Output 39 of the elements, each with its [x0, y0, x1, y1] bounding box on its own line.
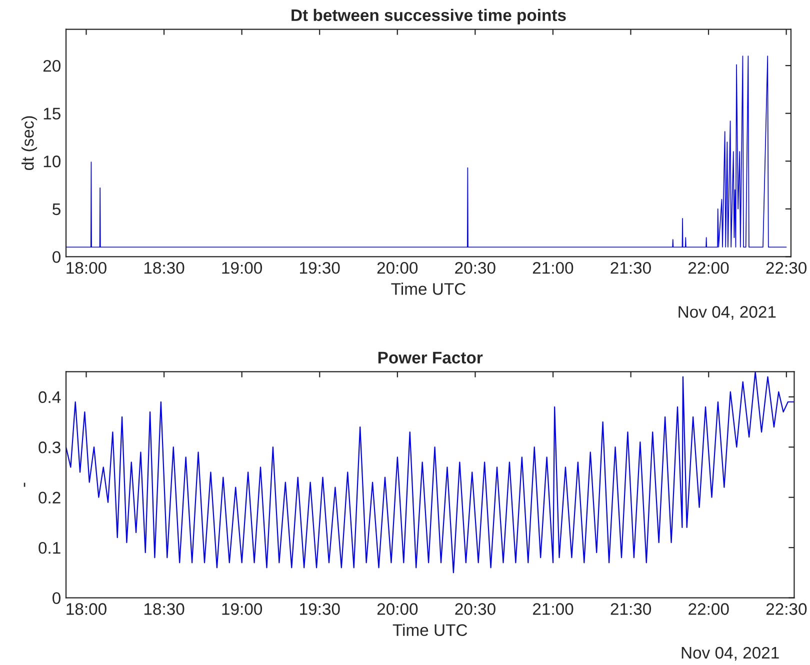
x-tick-label: 19:30 [300, 262, 340, 274]
y-tick-label: 0 [52, 251, 61, 263]
y-tick-label: 0.1 [38, 542, 60, 554]
x-tick-label: 22:30 [766, 262, 806, 274]
x-tick-label: 21:30 [610, 262, 651, 274]
y-tick-label: 10 [44, 156, 61, 168]
x-tick-label: 20:00 [377, 262, 418, 274]
x-tick-label: 19:00 [222, 262, 262, 274]
y-tick-label: 0.4 [38, 391, 61, 404]
y-tick-label: 0.3 [38, 442, 60, 454]
chart-title: Dt between successive time points [292, 8, 566, 24]
x-tick-label: 20:30 [455, 262, 496, 274]
y-axis-title: - [24, 482, 26, 487]
y-tick-label: 0.2 [38, 492, 60, 504]
y-tick-label: 5 [52, 203, 60, 216]
x-tick-label: 19:00 [222, 603, 262, 615]
x-tick-label: 18:00 [66, 262, 106, 274]
x-tick-label: 19:30 [300, 603, 340, 615]
x-axis-title: Time UTC [392, 624, 468, 636]
x-tick-label: 21:00 [532, 262, 574, 274]
x-tick-label: 22:00 [688, 603, 729, 615]
y-tick-label: 20 [43, 60, 61, 72]
y-axis-title: dt (sec) [22, 116, 38, 170]
x-tick-label: 18:00 [66, 603, 106, 615]
y-tick-label: 0 [52, 592, 61, 604]
chart-title: Power Factor [378, 352, 483, 364]
x-tick-label: 22:30 [766, 603, 807, 615]
x-tick-label: 21:30 [610, 603, 652, 615]
x-axis-title: Time UTC [391, 282, 466, 295]
text: Nov 04, 2021 [682, 646, 779, 661]
y-tick-label: 15 [44, 108, 60, 120]
x-tick-label: 20:00 [377, 603, 418, 615]
x-tick-label: 18:30 [144, 603, 184, 615]
x-tick-label: 22:00 [688, 262, 729, 274]
x-tick-label: 21:00 [533, 603, 574, 615]
x-tick-label: 18:30 [144, 262, 184, 274]
x-tick-label: 20:30 [455, 603, 496, 615]
text: Nov 04, 2021 [678, 306, 776, 320]
line-series [66, 56, 787, 248]
